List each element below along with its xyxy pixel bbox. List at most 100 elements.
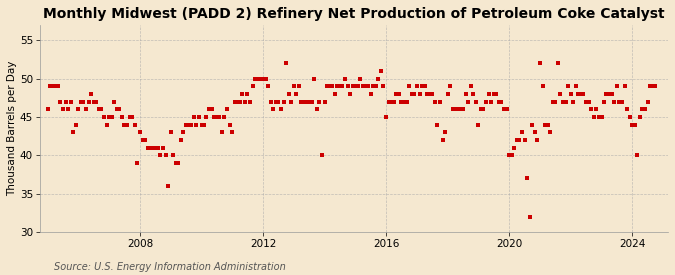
Point <box>460 92 471 96</box>
Point <box>165 130 176 134</box>
Point <box>576 92 587 96</box>
Point <box>578 92 589 96</box>
Point <box>650 84 661 89</box>
Point <box>599 99 610 104</box>
Point <box>298 99 309 104</box>
Point <box>432 122 443 127</box>
Point <box>437 138 448 142</box>
Point <box>104 115 115 119</box>
Point <box>296 99 307 104</box>
Point <box>416 84 427 89</box>
Point <box>240 99 250 104</box>
Point <box>91 99 102 104</box>
Point <box>448 107 458 111</box>
Point <box>468 92 479 96</box>
Point <box>632 153 643 157</box>
Point <box>622 107 632 111</box>
Point <box>250 76 261 81</box>
Point <box>306 99 317 104</box>
Point <box>178 130 189 134</box>
Point <box>234 99 245 104</box>
Title: Monthly Midwest (PADD 2) Refinery Net Production of Petroleum Coke Catalyst: Monthly Midwest (PADD 2) Refinery Net Pr… <box>43 7 665 21</box>
Point <box>263 84 273 89</box>
Point <box>563 84 574 89</box>
Point <box>337 84 348 89</box>
Point <box>355 76 366 81</box>
Point <box>493 99 504 104</box>
Point <box>286 99 296 104</box>
Point <box>65 99 76 104</box>
Point <box>255 76 266 81</box>
Point <box>550 99 561 104</box>
Point <box>509 145 520 150</box>
Point <box>142 145 153 150</box>
Point <box>155 153 166 157</box>
Point <box>463 99 474 104</box>
Point <box>365 92 376 96</box>
Point <box>465 84 476 89</box>
Point <box>334 84 345 89</box>
Point <box>516 130 527 134</box>
Point <box>624 115 635 119</box>
Point <box>206 107 217 111</box>
Point <box>322 84 333 89</box>
Point <box>519 138 530 142</box>
Point <box>311 107 322 111</box>
Point <box>481 99 491 104</box>
Point <box>637 107 648 111</box>
Point <box>506 153 517 157</box>
Point <box>329 92 340 96</box>
Point <box>350 84 360 89</box>
Point <box>381 115 392 119</box>
Point <box>580 99 591 104</box>
Point <box>55 99 65 104</box>
Point <box>358 84 369 89</box>
Point <box>371 84 381 89</box>
Point <box>409 92 420 96</box>
Point <box>99 115 109 119</box>
Point <box>117 115 128 119</box>
Point <box>76 99 86 104</box>
Y-axis label: Thousand Barrels per Day: Thousand Barrels per Day <box>7 61 17 196</box>
Point <box>630 122 641 127</box>
Point <box>612 84 622 89</box>
Point <box>375 69 386 73</box>
Point <box>137 138 148 142</box>
Point <box>319 99 330 104</box>
Point <box>552 61 563 65</box>
Point <box>45 84 55 89</box>
Point <box>245 99 256 104</box>
Point <box>119 122 130 127</box>
Point <box>170 161 181 165</box>
Point <box>50 84 61 89</box>
Point <box>258 76 269 81</box>
Point <box>589 115 599 119</box>
Point <box>68 130 79 134</box>
Point <box>499 107 510 111</box>
Point <box>86 92 97 96</box>
Point <box>539 122 550 127</box>
Point <box>281 61 292 65</box>
Point <box>332 84 343 89</box>
Point <box>606 92 617 96</box>
Point <box>491 92 502 96</box>
Point <box>527 122 538 127</box>
Point <box>566 92 576 96</box>
Point <box>583 99 594 104</box>
Point <box>573 92 584 96</box>
Point <box>130 122 140 127</box>
Point <box>547 99 558 104</box>
Point <box>483 92 494 96</box>
Point <box>288 84 299 89</box>
Point <box>268 107 279 111</box>
Point <box>545 130 556 134</box>
Point <box>301 99 312 104</box>
Point <box>568 99 578 104</box>
Point <box>140 138 151 142</box>
Point <box>275 107 286 111</box>
Point <box>144 145 155 150</box>
Point <box>204 107 215 111</box>
Point <box>314 99 325 104</box>
Point <box>383 99 394 104</box>
Point <box>486 99 497 104</box>
